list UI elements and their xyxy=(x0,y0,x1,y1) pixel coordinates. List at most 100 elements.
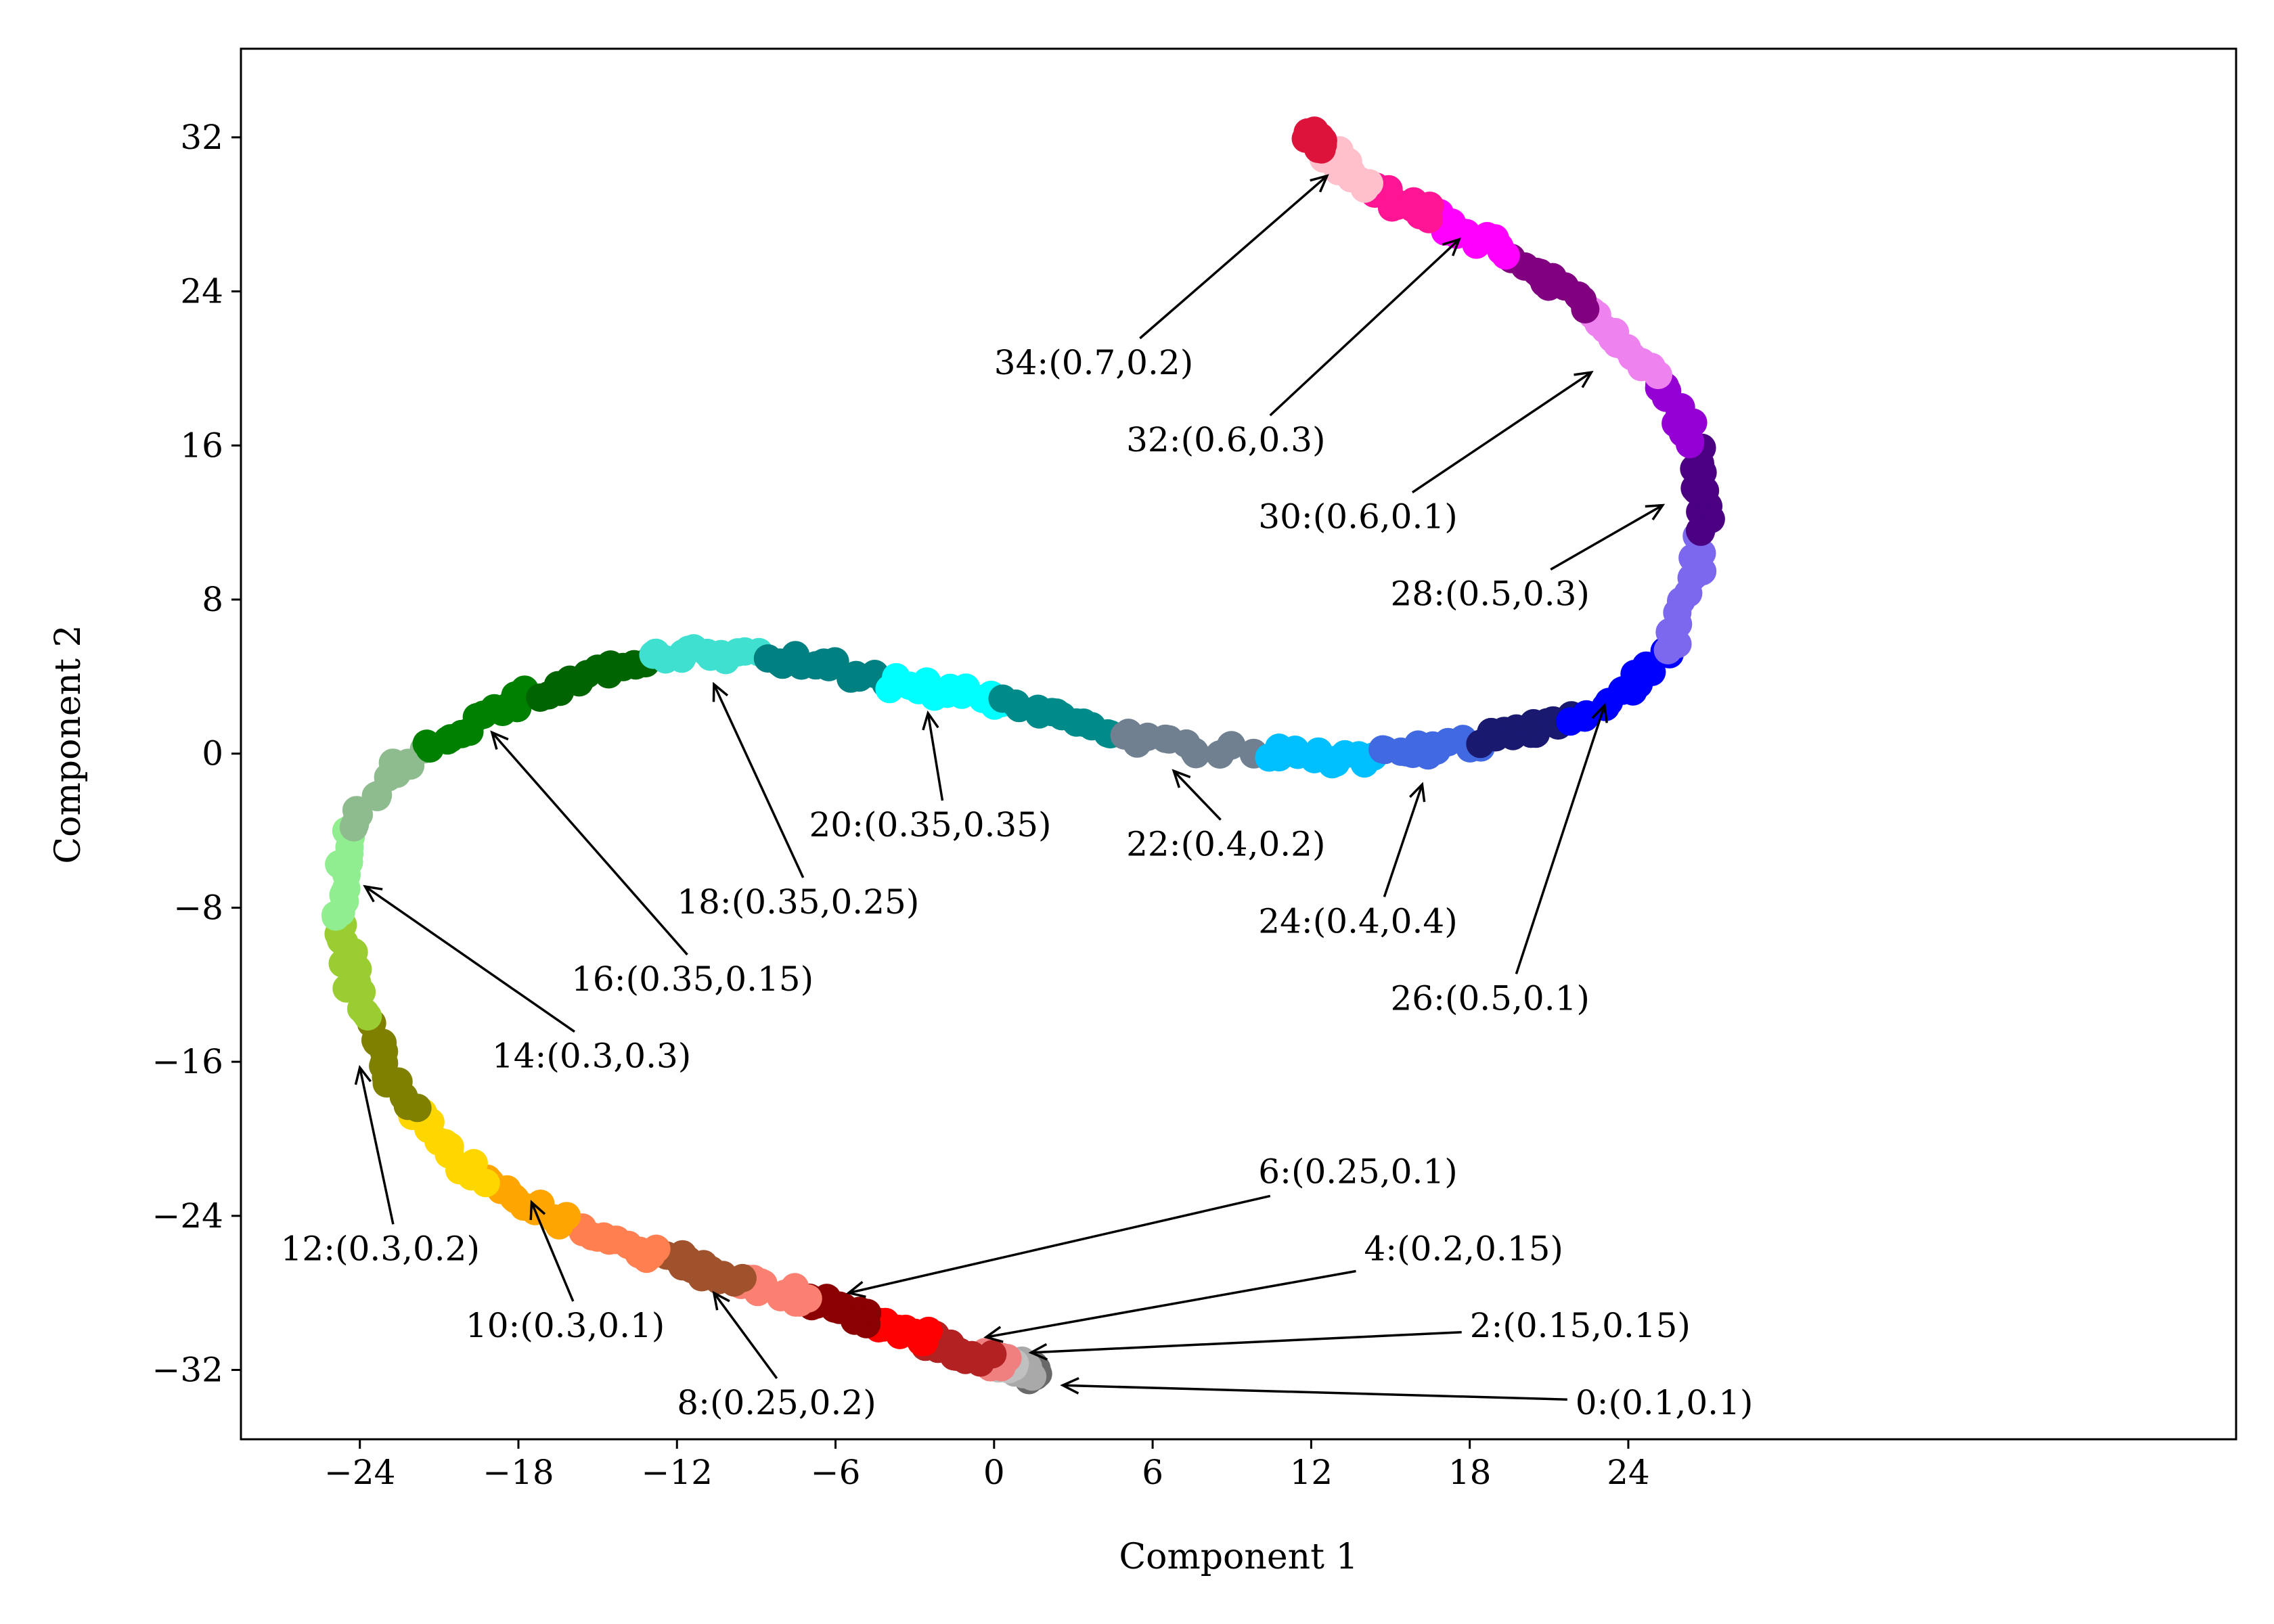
data-point xyxy=(814,652,843,681)
annotation-arrow-head xyxy=(1060,1377,1079,1395)
annotation-arrow-head xyxy=(922,710,939,731)
annotation: 12:(0.3,0.2) xyxy=(281,1064,480,1268)
annotation-label: 10:(0.3,0.1) xyxy=(466,1306,665,1345)
y-tick-label: −24 xyxy=(152,1196,223,1236)
y-tick-label: 32 xyxy=(180,118,223,157)
annotation-label: 12:(0.3,0.2) xyxy=(281,1229,480,1268)
series-4 xyxy=(911,1320,1007,1377)
annotation: 34:(0.7,0.2) xyxy=(994,174,1329,382)
annotation-label: 4:(0.2,0.15) xyxy=(1364,1229,1563,1268)
annotation-label: 26:(0.5,0.1) xyxy=(1391,978,1590,1018)
annotation-arrow-line xyxy=(1173,770,1222,821)
annotation: 28:(0.5,0.3) xyxy=(1391,503,1666,614)
annotation-label: 20:(0.35,0.35) xyxy=(809,805,1052,844)
annotation-arrow-line xyxy=(364,885,575,1033)
annotation-arrow-line xyxy=(985,1269,1356,1338)
annotation: 10:(0.3,0.1) xyxy=(466,1200,665,1345)
series-32 xyxy=(1425,199,1520,270)
annotation-arrow-head xyxy=(363,884,383,903)
series-24 xyxy=(1368,725,1496,770)
annotation: 16:(0.35,0.15) xyxy=(490,730,813,999)
annotation-arrow-head xyxy=(846,1281,866,1299)
series-16 xyxy=(412,675,539,763)
annotation-arrow-head xyxy=(529,1200,546,1220)
annotation-arrow-line xyxy=(1515,705,1606,974)
annotation: 20:(0.35,0.35) xyxy=(809,710,1052,844)
x-tick-label: 18 xyxy=(1448,1453,1492,1492)
annotation: 8:(0.25,0.2) xyxy=(677,1290,876,1422)
annotation-arrow-head xyxy=(1442,238,1461,256)
annotation-label: 18:(0.35,0.25) xyxy=(677,882,919,922)
y-tick-label: 16 xyxy=(180,426,223,465)
series-19 xyxy=(753,641,900,698)
annotations-layer: 0:(0.1,0.1) 2:(0.15,0.15) 4:(0.2,0.15) 6:(0… xyxy=(281,174,1754,1422)
annotation: 26:(0.5,0.1) xyxy=(1391,702,1608,1018)
annotation-arrow-line xyxy=(1550,504,1664,571)
annotation-label: 14:(0.3,0.3) xyxy=(492,1037,691,1076)
annotation: 2:(0.15,0.15) xyxy=(1028,1306,1691,1361)
annotation: 14:(0.3,0.3) xyxy=(363,884,691,1076)
x-tick-label: 6 xyxy=(1142,1453,1163,1492)
annotation-label: 30:(0.6,0.1) xyxy=(1258,497,1457,537)
ticks-layer: −24 −18 −12 −6 0 6 12 18 24 −32 −24 −16 −8 0 8 16 24 32 xyxy=(152,118,1649,1492)
x-tick-label: −6 xyxy=(811,1453,861,1492)
annotation-arrow-head xyxy=(1574,370,1594,388)
x-axis-label: Component 1 xyxy=(1119,1537,1358,1577)
data-point xyxy=(1291,125,1320,153)
annotation-arrow-head xyxy=(983,1326,1004,1343)
annotation-arrow-head xyxy=(490,730,509,750)
annotation-arrow-line xyxy=(530,1202,575,1302)
annotation-arrow-line xyxy=(713,683,805,878)
x-tick-label: −18 xyxy=(483,1453,554,1492)
y-axis-label: Component 2 xyxy=(48,625,89,863)
series-9 xyxy=(568,1213,671,1273)
data-point xyxy=(1182,740,1210,769)
annotation-arrow-line xyxy=(1063,1384,1567,1401)
annotation-arrow-line xyxy=(491,731,688,955)
annotation-arrow-line xyxy=(713,1292,778,1380)
y-tick-label: −32 xyxy=(152,1351,223,1390)
annotation-arrow-line xyxy=(1411,371,1592,494)
annotation-arrow-head xyxy=(1172,769,1191,788)
annotation-label: 6:(0.25,0.1) xyxy=(1258,1152,1457,1191)
annotation-arrow-head xyxy=(1591,702,1608,723)
annotation-label: 0:(0.1,0.1) xyxy=(1576,1383,1754,1422)
data-point xyxy=(1216,731,1245,760)
series-18 xyxy=(639,634,774,675)
annotation-arrow-head xyxy=(354,1064,372,1085)
annotation-arrow-line xyxy=(927,713,944,801)
annotation: 4:(0.2,0.15) xyxy=(983,1229,1563,1343)
annotation-arrow-head xyxy=(1408,782,1426,803)
annotation-arrow-head xyxy=(712,1290,730,1311)
y-tick-label: −8 xyxy=(173,888,223,927)
plot-frame xyxy=(240,47,2237,1441)
annotation: 22:(0.4,0.2) xyxy=(1126,769,1326,864)
y-tick-label: 24 xyxy=(180,272,223,311)
series-12 xyxy=(357,1009,432,1123)
annotation-label: 32:(0.6,0.3) xyxy=(1126,420,1325,459)
y-tick-label: 0 xyxy=(202,734,223,773)
annotation-arrow-line xyxy=(358,1067,395,1225)
x-tick-label: −24 xyxy=(324,1453,396,1492)
annotation: 30:(0.6,0.1) xyxy=(1258,370,1594,537)
annotation-label: 34:(0.7,0.2) xyxy=(994,343,1193,382)
series-8 xyxy=(643,1236,757,1297)
annotation-arrow-line xyxy=(1031,1330,1462,1354)
annotation: 24:(0.4,0.4) xyxy=(1258,782,1458,941)
series-35 xyxy=(1291,116,1337,164)
annotation: 6:(0.25,0.1) xyxy=(846,1152,1458,1299)
y-tick-label: −16 xyxy=(152,1042,223,1081)
annotation-label: 24:(0.4,0.4) xyxy=(1258,901,1457,941)
annotation-arrow-line xyxy=(1383,784,1424,897)
annotation-arrow-line xyxy=(848,1194,1271,1294)
annotation: 32:(0.6,0.3) xyxy=(1126,238,1461,459)
annotation-arrow-head xyxy=(1028,1343,1048,1361)
annotation-label: 28:(0.5,0.3) xyxy=(1391,574,1590,614)
annotation-arrow-line xyxy=(1269,238,1461,417)
x-tick-label: 0 xyxy=(983,1453,1005,1492)
annotation: 18:(0.35,0.25) xyxy=(677,681,919,922)
series-13 xyxy=(324,910,382,1031)
annotation-label: 22:(0.4,0.2) xyxy=(1126,825,1325,864)
